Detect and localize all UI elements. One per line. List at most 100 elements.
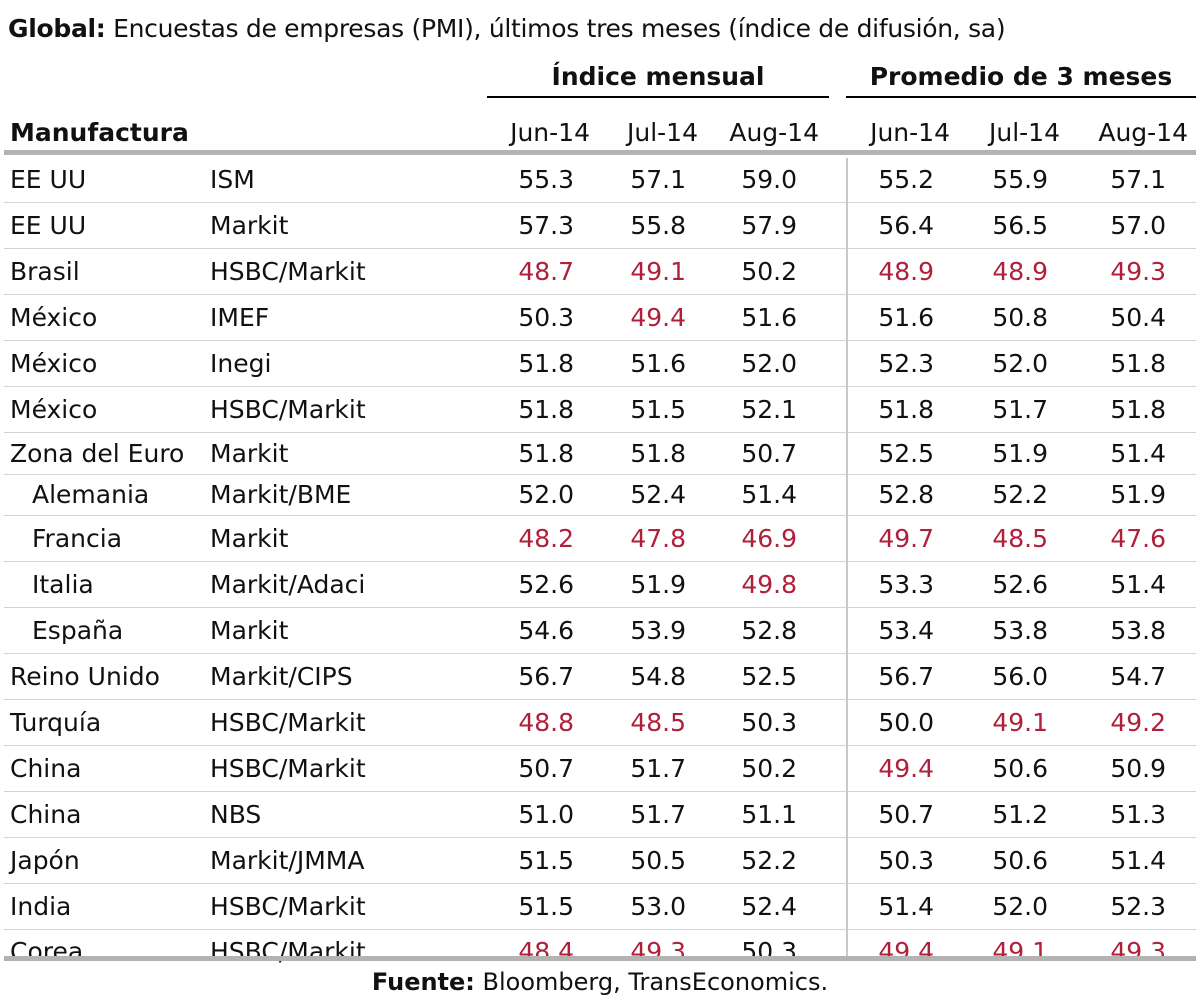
value-cell-aug-monthly: 51.4 (741, 480, 797, 509)
value-cell-aug-average: 51.4 (1110, 439, 1166, 468)
value-cell-aug-average: 51.4 (1110, 570, 1166, 599)
value-cell-jul-average: 48.5 (992, 524, 1048, 553)
source-cell: ISM (210, 165, 255, 194)
value-cell-jun-average: 56.4 (878, 211, 934, 240)
value-cell-jun-monthly: 51.5 (518, 846, 574, 875)
value-cell-jul-average: 53.8 (992, 616, 1048, 645)
source-cell: HSBC/Markit (210, 708, 366, 737)
value-cell-jun-average: 50.7 (878, 800, 934, 829)
country-cell: China (10, 800, 82, 829)
value-cell-jul-average: 52.2 (992, 480, 1048, 509)
value-cell-aug-monthly: 52.1 (741, 395, 797, 424)
value-cell-jul-monthly: 53.0 (630, 892, 686, 921)
value-cell-aug-average: 57.1 (1110, 165, 1166, 194)
value-cell-jun-monthly: 54.6 (518, 616, 574, 645)
value-cell-jul-average: 50.8 (992, 303, 1048, 332)
value-cell-jun-average: 52.5 (878, 439, 934, 468)
source-cell: Markit (210, 616, 289, 645)
value-cell-aug-monthly: 50.2 (741, 257, 797, 286)
value-cell-jul-monthly: 54.8 (630, 662, 686, 691)
source-cell: HSBC/Markit (210, 754, 366, 783)
value-cell-jun-monthly: 48.4 (518, 937, 574, 966)
value-cell-jul-monthly: 49.3 (630, 937, 686, 966)
value-cell-jul-monthly: 51.8 (630, 439, 686, 468)
country-cell: EE UU (10, 165, 87, 194)
value-cell-jul-average: 52.6 (992, 570, 1048, 599)
source-cell: Inegi (210, 349, 272, 378)
column-header-jul-monthly: Jul-14 (627, 118, 698, 147)
value-cell-jun-average: 51.8 (878, 395, 934, 424)
table-row: EE UU ISM 55.3 57.1 59.0 55.2 55.9 57.1 (4, 158, 1196, 203)
value-cell-jul-average: 52.0 (992, 349, 1048, 378)
value-cell-jul-average: 56.0 (992, 662, 1048, 691)
value-cell-jul-monthly: 51.9 (630, 570, 686, 599)
value-cell-jun-monthly: 56.7 (518, 662, 574, 691)
value-cell-jul-average: 50.6 (992, 846, 1048, 875)
column-header-row: Jun-14 Jul-14 Aug-14 Jun-14 Jul-14 Aug-1… (0, 114, 1200, 152)
value-cell-aug-monthly: 50.7 (741, 439, 797, 468)
value-cell-aug-monthly: 52.2 (741, 846, 797, 875)
country-cell: Francia (32, 524, 123, 553)
value-cell-aug-monthly: 51.1 (741, 800, 797, 829)
value-cell-jul-average: 52.0 (992, 892, 1048, 921)
source-cell: Markit (210, 524, 289, 553)
value-cell-aug-monthly: 52.4 (741, 892, 797, 921)
header-rule (4, 150, 1196, 155)
table-row: México Inegi 51.8 51.6 52.0 52.3 52.0 51.8 (4, 341, 1196, 387)
value-cell-aug-monthly: 46.9 (741, 524, 797, 553)
source-cell: Markit/Adaci (210, 570, 366, 599)
value-cell-aug-monthly: 52.8 (741, 616, 797, 645)
value-cell-jun-monthly: 51.8 (518, 395, 574, 424)
value-cell-aug-average: 49.2 (1110, 708, 1166, 737)
title-text: Encuestas de empresas (PMI), últimos tre… (105, 14, 1006, 43)
value-cell-jun-monthly: 50.7 (518, 754, 574, 783)
value-cell-jun-average: 51.4 (878, 892, 934, 921)
country-cell: Corea (10, 937, 84, 966)
value-cell-jul-monthly: 51.7 (630, 754, 686, 783)
column-header-aug-monthly: Aug-14 (729, 118, 819, 147)
footer-label: Fuente: (371, 968, 475, 996)
value-cell-jun-average: 53.4 (878, 616, 934, 645)
value-cell-jun-monthly: 51.5 (518, 892, 574, 921)
column-header-jul-average: Jul-14 (989, 118, 1060, 147)
table-row: Japón Markit/JMMA 51.5 50.5 52.2 50.3 50.6 51.4 (4, 838, 1196, 884)
table-row: España Markit 54.6 53.9 52.8 53.4 53.8 53.8 (4, 608, 1196, 654)
column-group-divider (846, 158, 848, 956)
value-cell-jun-average: 53.3 (878, 570, 934, 599)
source-cell: HSBC/Markit (210, 257, 366, 286)
footer-text: Bloomberg, TransEconomics. (474, 968, 829, 996)
value-cell-jun-average: 55.2 (878, 165, 934, 194)
country-cell: China (10, 754, 82, 783)
value-cell-jul-average: 51.9 (992, 439, 1048, 468)
table-row: China HSBC/Markit 50.7 51.7 50.2 49.4 50.6 50.9 (4, 746, 1196, 792)
table-row: México HSBC/Markit 51.8 51.5 52.1 51.8 51.7 51.… (4, 387, 1196, 433)
value-cell-aug-monthly: 57.9 (741, 211, 797, 240)
source-cell: Markit/CIPS (210, 662, 353, 691)
value-cell-aug-average: 49.3 (1110, 257, 1166, 286)
table-row: Turquía HSBC/Markit 48.8 48.5 50.3 50.0 49.1 49… (4, 700, 1196, 746)
value-cell-jul-monthly: 48.5 (630, 708, 686, 737)
table-row: India HSBC/Markit 51.5 53.0 52.4 51.4 52.0 52.3 (4, 884, 1196, 930)
column-header-jun-average: Jun-14 (870, 118, 950, 147)
value-cell-jun-monthly: 48.2 (518, 524, 574, 553)
value-cell-aug-average: 53.8 (1110, 616, 1166, 645)
country-cell: Italia (32, 570, 94, 599)
group-header-monthly: Índice mensual (487, 60, 829, 98)
value-cell-jun-monthly: 51.8 (518, 439, 574, 468)
value-cell-jul-monthly: 51.5 (630, 395, 686, 424)
country-cell: EE UU (10, 211, 87, 240)
value-cell-jul-monthly: 50.5 (630, 846, 686, 875)
country-cell: Zona del Euro (10, 439, 185, 468)
table-title: Global: Encuestas de empresas (PMI), últ… (8, 12, 1006, 46)
country-cell: España (32, 616, 124, 645)
value-cell-jun-monthly: 51.0 (518, 800, 574, 829)
country-cell: Alemania (32, 480, 150, 509)
value-cell-aug-average: 47.6 (1110, 524, 1166, 553)
value-cell-jul-monthly: 47.8 (630, 524, 686, 553)
section-label: Manufactura (10, 118, 189, 147)
table-row: China NBS 51.0 51.7 51.1 50.7 51.2 51.3 (4, 792, 1196, 838)
value-cell-jun-monthly: 55.3 (518, 165, 574, 194)
country-cell: Brasil (10, 257, 80, 286)
value-cell-jul-average: 49.1 (992, 937, 1048, 966)
value-cell-aug-average: 54.7 (1110, 662, 1166, 691)
